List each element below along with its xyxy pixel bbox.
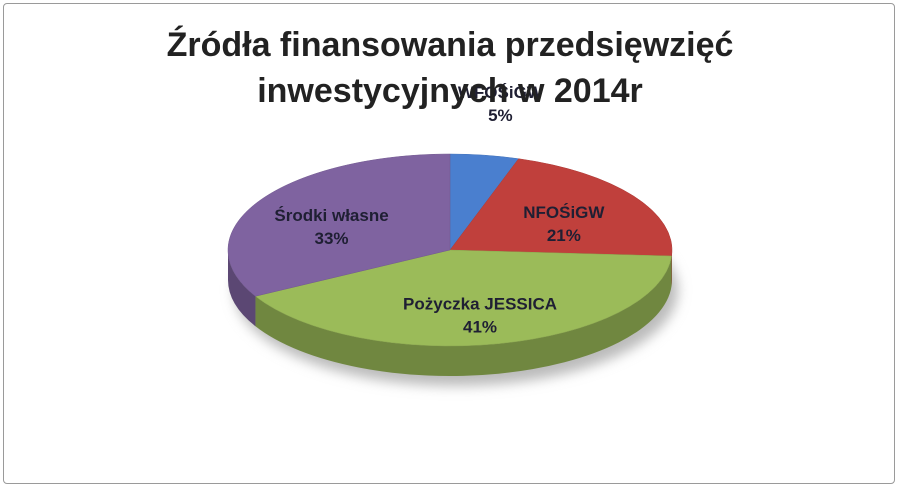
data-label-value: 21% — [547, 226, 581, 245]
slice — [254, 249, 672, 347]
slice-side — [255, 256, 672, 377]
data-label-name: Środki własne — [274, 206, 388, 225]
chart-title: Źródła finansowania przedsięwzięć inwest… — [166, 26, 734, 110]
data-label-value: 33% — [315, 229, 349, 248]
data-label-value: 5% — [488, 106, 513, 125]
data-label-name: WFOŚiGW — [458, 83, 544, 102]
data-label-name: NFOŚiGW — [523, 203, 605, 222]
slice — [227, 153, 451, 297]
slice-side — [228, 250, 256, 327]
slice — [449, 158, 673, 257]
chart-frame — [3, 3, 895, 484]
data-label-value: 41% — [463, 318, 497, 337]
data-label-name: Pożyczka JESSICA — [403, 295, 557, 314]
